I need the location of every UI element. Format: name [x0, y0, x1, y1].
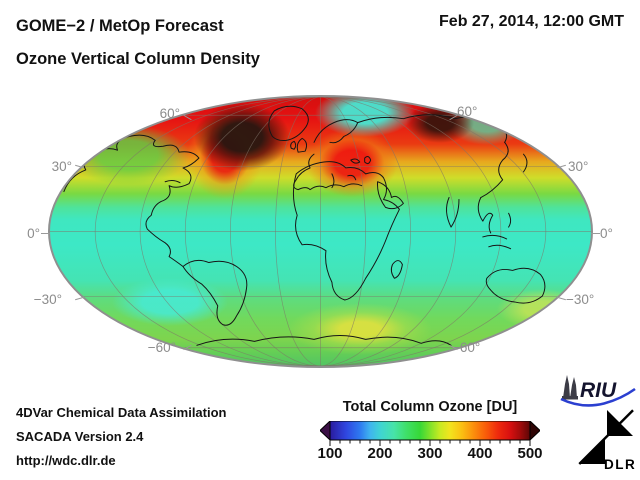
- credit-assimilation: 4DVar Chemical Data Assimilation: [16, 405, 227, 420]
- lat-label-right-60s: −60°: [452, 340, 481, 355]
- lat-label-left-0: 0°: [27, 226, 40, 241]
- lat-label-left-60n: 60°: [159, 106, 180, 121]
- colorbar-label-100: 100: [317, 445, 343, 462]
- lat-tick: [591, 233, 600, 234]
- dlr-emblem-icon: [578, 409, 634, 465]
- world-ozone-map: [48, 95, 593, 368]
- colorbar-right-arrow: [529, 421, 540, 442]
- colorbar-left-arrow: [320, 421, 331, 442]
- dlr-wordmark: DLR: [604, 457, 635, 472]
- lat-label-left-60s: −60°: [147, 340, 176, 355]
- title-line-quantity: Ozone Vertical Column Density: [16, 50, 260, 68]
- dlr-logo: DLR: [578, 409, 635, 472]
- colorbar-label-300: 300: [417, 445, 443, 462]
- colorbar-label-500: 500: [517, 445, 543, 462]
- lat-tick: [41, 233, 50, 234]
- colorbar-label-400: 400: [467, 445, 493, 462]
- riu-swoosh: [560, 387, 636, 407]
- coastlines: [63, 105, 561, 346]
- lat-label-right-30s: −30°: [566, 292, 595, 307]
- colorbar-title: Total Column Ozone [DU]: [342, 399, 518, 415]
- credits-block: 4DVar Chemical Data Assimilation SACADA …: [16, 401, 227, 473]
- title-line-instrument: GOME−2 / MetOp Forecast: [16, 17, 224, 35]
- map-overlay-svg: [50, 97, 591, 366]
- colorbar: [320, 421, 540, 446]
- credit-version: SACADA Version 2.4: [16, 429, 144, 444]
- lat-label-right-60n: 60°: [457, 104, 478, 119]
- lat-label-right-0: 0°: [600, 226, 613, 241]
- lat-label-left-30n: 30°: [51, 159, 72, 174]
- lat-label-right-30n: 30°: [568, 159, 589, 174]
- colorbar-tick-labels: 100 200 300 400 500: [317, 445, 542, 463]
- riu-logo: RIU: [560, 375, 636, 407]
- credit-url: http://wdc.dlr.de: [16, 453, 116, 468]
- colorbar-ticks: [329, 440, 531, 446]
- cathedral-icon: [562, 375, 578, 400]
- forecast-datetime: Feb 27, 2014, 12:00 GMT: [439, 13, 624, 30]
- colorbar-gradient: [329, 421, 531, 441]
- graticule: [50, 97, 591, 366]
- colorbar-label-200: 200: [367, 445, 393, 462]
- figure-title: GOME−2 / MetOp Forecast Ozone Vertical C…: [16, 10, 260, 76]
- lat-label-left-30s: −30°: [33, 292, 62, 307]
- riu-wordmark: RIU: [580, 379, 617, 402]
